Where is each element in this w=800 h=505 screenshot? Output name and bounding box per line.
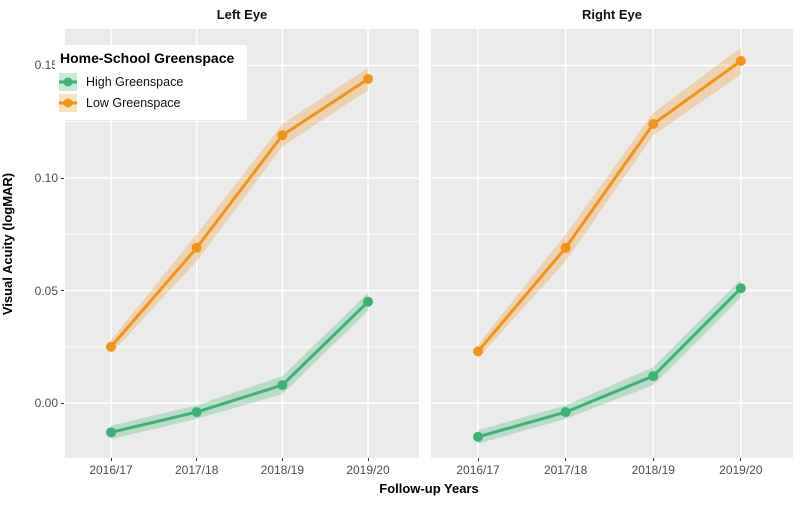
y-tick-label: 0.05 [34, 283, 58, 298]
data-point [106, 427, 117, 438]
x-tick-mark [110, 458, 112, 461]
data-point [191, 407, 202, 418]
x-tick-label: 2016/17 [456, 463, 500, 477]
series-line [476, 59, 743, 353]
data-point [277, 380, 288, 391]
data-point [735, 55, 746, 66]
x-tick-label: 2019/20 [346, 463, 390, 477]
data-point [735, 283, 746, 294]
data-point [560, 242, 571, 253]
y-tick-mark [61, 402, 64, 404]
x-tick-mark [367, 458, 369, 461]
x-tick-mark [565, 458, 567, 461]
x-tick-label: 2017/18 [543, 463, 588, 477]
legend-item-label: Low Greenspace [86, 96, 181, 110]
x-tick-label: 2018/19 [260, 463, 305, 477]
confidence-ribbon [111, 292, 369, 440]
facet-strip-left-eye: Left Eye [216, 7, 268, 22]
facet-strip-right-eye: Right Eye [582, 7, 642, 22]
legend-item: Low Greenspace [59, 93, 241, 113]
x-tick-label: 2018/19 [631, 463, 675, 477]
x-tick-mark [281, 458, 283, 461]
data-point [648, 118, 659, 129]
data-point [648, 371, 659, 382]
x-tick-mark [477, 458, 479, 461]
y-tick-label: 0.00 [34, 396, 58, 411]
series-line [109, 77, 370, 349]
data-point [473, 346, 484, 357]
y-tick-mark [61, 177, 64, 179]
data-point [363, 73, 374, 84]
series-line [476, 286, 743, 439]
right-eye-plot-area [431, 29, 793, 458]
y-tick-label: 0.10 [34, 171, 58, 185]
confidence-ribbon [111, 67, 369, 354]
legend-title: Home-School Greenspace [60, 50, 235, 66]
legend-box: Home-School Greenspace High Greenspace Lo… [55, 45, 247, 120]
data-point [191, 242, 202, 253]
confidence-ribbon [478, 279, 741, 444]
x-tick-label: 2016/17 [89, 463, 133, 477]
confidence-ribbon [478, 47, 741, 359]
data-point [473, 431, 484, 442]
legend-item-label: High Greenspace [86, 75, 184, 89]
legend-key-icon [59, 94, 77, 112]
x-axis-title: Follow-up Years [379, 481, 479, 496]
y-tick-label: 0.15 [34, 58, 58, 73]
series-line [109, 300, 370, 434]
data-point [106, 341, 117, 352]
legend-key-icon [59, 73, 77, 91]
plot-panel-right-eye [431, 29, 793, 458]
data-point [277, 130, 288, 141]
legend-item: High Greenspace [59, 72, 241, 92]
data-point [560, 407, 571, 418]
x-tick-mark [740, 458, 742, 461]
y-tick-mark [61, 290, 64, 292]
x-tick-mark [652, 458, 654, 461]
x-tick-mark [196, 458, 198, 461]
x-tick-label: 2019/20 [719, 463, 763, 477]
legend-items: High Greenspace Low Greenspace [59, 72, 241, 113]
data-point [363, 296, 374, 307]
x-tick-label: 2017/18 [174, 463, 219, 477]
